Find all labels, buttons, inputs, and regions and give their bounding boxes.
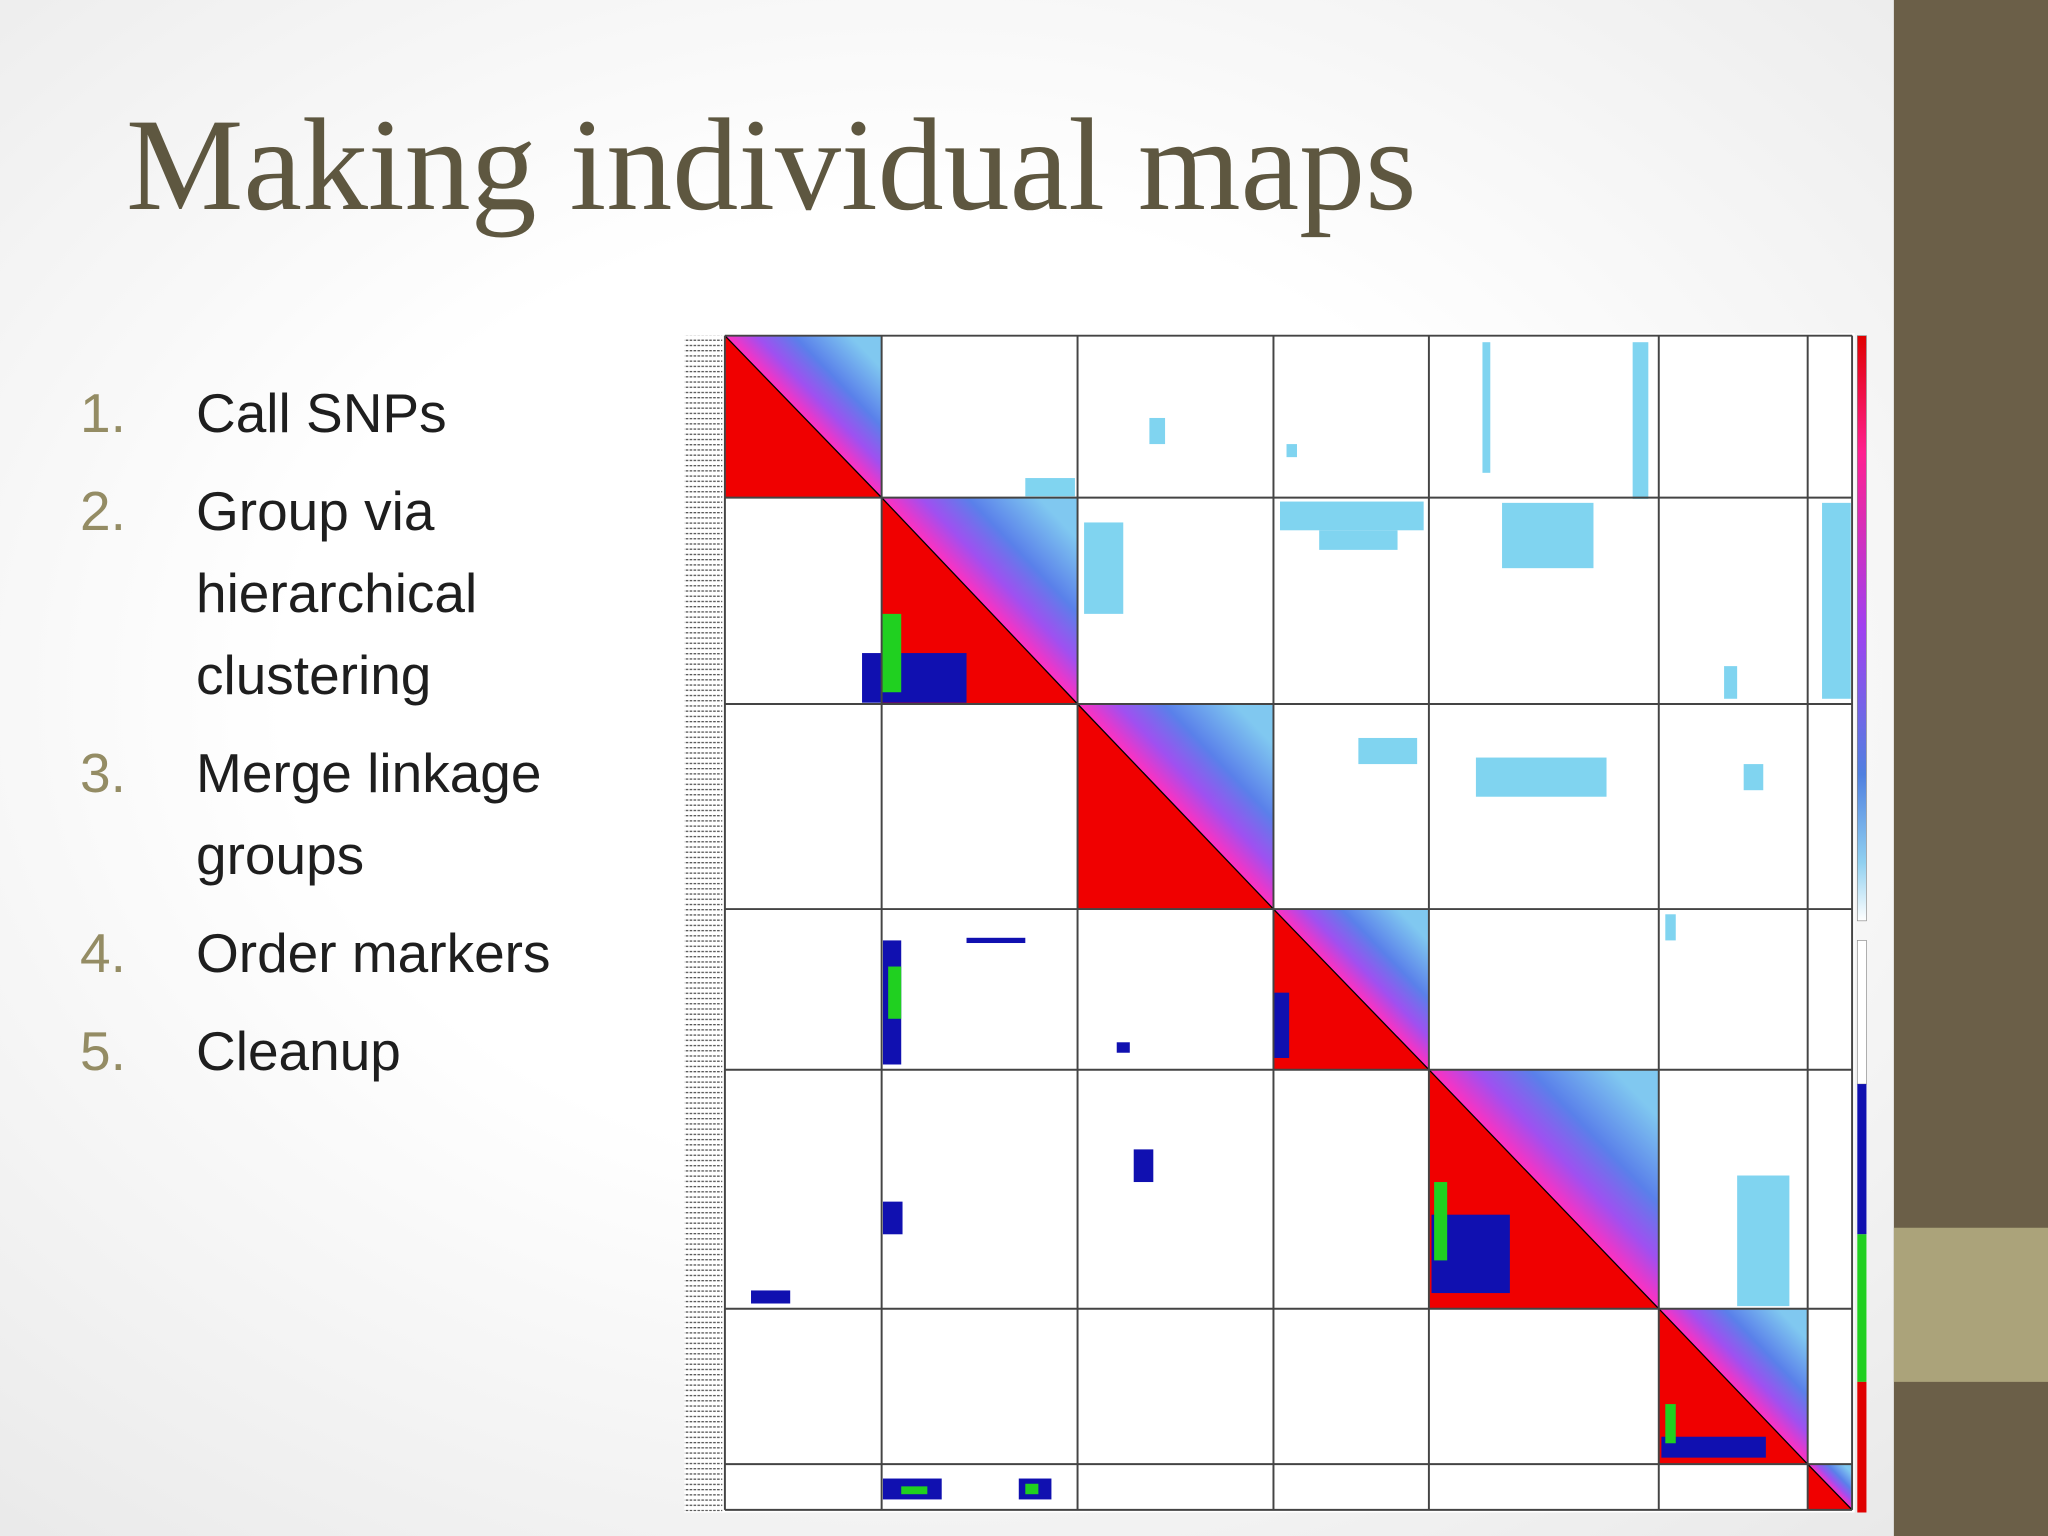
step-number: 3. <box>80 742 126 804</box>
step-text: Order markers <box>196 922 551 984</box>
step-text: Group via hierarchical clustering <box>196 480 478 706</box>
step-text: Call SNPs <box>196 382 447 444</box>
step-number: 4. <box>80 922 126 984</box>
step-item: 5. Cleanup <box>80 1010 680 1092</box>
step-number: 2. <box>80 480 126 542</box>
step-item: 4. Order markers <box>80 912 680 994</box>
step-item: 2. Group via hierarchical clustering <box>80 470 680 716</box>
step-text: Merge linkage groups <box>196 742 542 886</box>
step-number: 5. <box>80 1020 126 1082</box>
step-text: Cleanup <box>196 1020 401 1082</box>
step-number: 1. <box>80 382 126 444</box>
slide-title: Making individual maps <box>126 91 1417 238</box>
ld-heatmap <box>684 333 1867 1513</box>
step-item: 1. Call SNPs <box>80 372 680 454</box>
step-item: 3. Merge linkage groups <box>80 732 680 896</box>
step-list: 1. Call SNPs 2. Group via hierarchical clus… <box>80 372 680 1108</box>
side-accent <box>1893 1227 2048 1382</box>
